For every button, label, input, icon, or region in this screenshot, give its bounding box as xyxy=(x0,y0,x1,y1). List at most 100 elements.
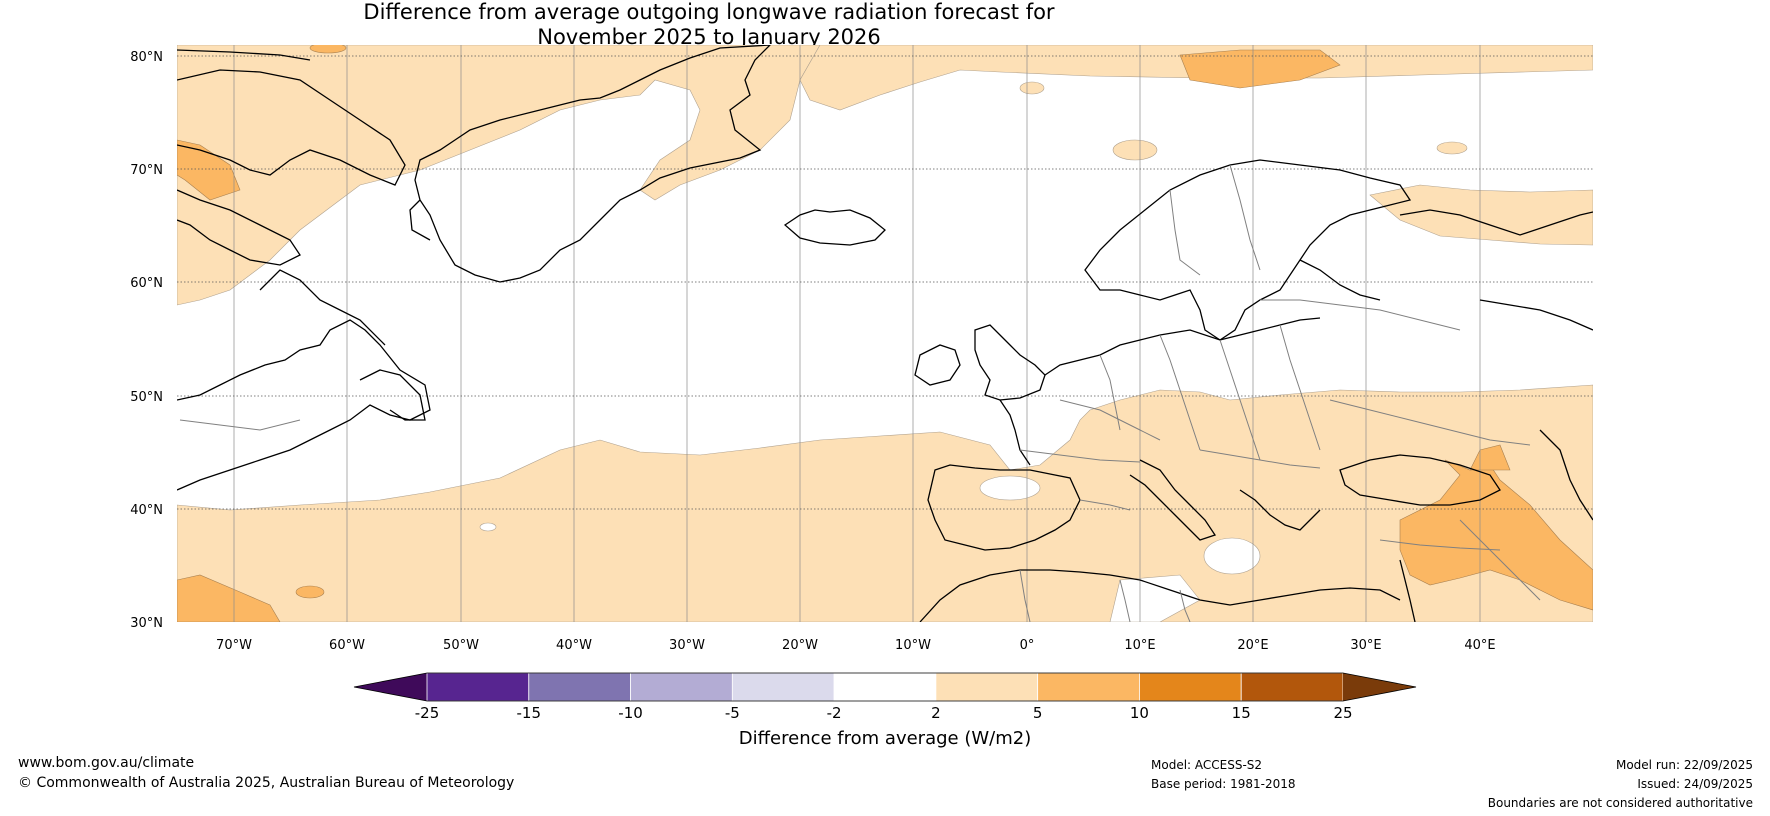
parallels xyxy=(177,55,1593,510)
colorbar: -25 -15 -10 -5 -2 2 5 10 15 25 xyxy=(353,672,1417,722)
coast-labrador xyxy=(177,319,431,491)
anomaly-hole-sahara xyxy=(1203,537,1261,575)
colorbar-tick-label: -5 xyxy=(725,704,740,722)
copyright-text: © Commonwealth of Australia 2025, Austra… xyxy=(18,775,515,791)
coast-arctic-russia xyxy=(1399,209,1593,236)
anomaly-patch-greenland-north xyxy=(309,45,347,54)
anomaly-shading xyxy=(177,45,1593,622)
anomaly-hole-north-africa xyxy=(1109,574,1201,622)
coast-ireland xyxy=(914,344,961,386)
lon-tick-label: 30°E xyxy=(1350,638,1381,653)
colorbar-segments xyxy=(353,672,1417,702)
colorbar-label: Difference from average (W/m2) xyxy=(738,728,1032,749)
lat-tick-label: 80°N xyxy=(130,50,163,65)
coast-hudson xyxy=(259,269,386,346)
colorbar-extend-low xyxy=(354,673,427,701)
lon-tick-label: 40°W xyxy=(556,638,592,653)
lon-tick-label: 0° xyxy=(1020,638,1035,653)
issued-text: Issued: 24/09/2025 xyxy=(1637,777,1753,791)
colorbar-segment xyxy=(1240,672,1344,702)
coast-france xyxy=(999,399,1031,466)
latitude-labels: 80°N 70°N 60°N 50°N 40°N 30°N xyxy=(130,50,163,631)
colorbar-segment xyxy=(528,672,631,702)
colorbar-segment xyxy=(630,672,733,702)
colorbar-tick-label: -15 xyxy=(517,704,542,722)
colorbar-tick-label: -10 xyxy=(618,704,643,722)
colorbar-segment xyxy=(935,672,1039,702)
anomaly-region-greenland xyxy=(177,45,821,306)
disclaimer-text: Boundaries are not considered authoritat… xyxy=(1487,796,1753,810)
lat-tick-label: 30°N xyxy=(130,616,163,631)
colorbar-tick-label: 25 xyxy=(1333,704,1352,722)
colorbar-tick-label: 5 xyxy=(1033,704,1043,722)
coast-iberia xyxy=(927,464,1081,551)
website-text: www.bom.gov.au/climate xyxy=(18,755,195,771)
coast-finland-gulf xyxy=(1299,259,1381,301)
base-period-text: Base period: 1981-2018 xyxy=(1151,777,1296,791)
coast-newfoundland xyxy=(359,369,426,421)
lon-tick-label: 10°W xyxy=(895,638,931,653)
coast-ellesmere xyxy=(177,49,311,61)
coast-russia-east xyxy=(1479,299,1593,331)
lon-tick-label: 60°W xyxy=(329,638,365,653)
lon-tick-label: 50°W xyxy=(443,638,479,653)
lat-tick-label: 60°N xyxy=(130,276,163,291)
colorbar-tick-label: 15 xyxy=(1232,704,1251,722)
lon-tick-label: 70°W xyxy=(216,638,252,653)
national-borders xyxy=(179,164,1541,622)
coast-greenland-east xyxy=(409,199,431,241)
lat-tick-label: 70°N xyxy=(130,163,163,178)
anomaly-patch-labrador xyxy=(295,585,325,599)
coast-greece xyxy=(1239,489,1321,531)
map-title: Difference from average outgoing longwav… xyxy=(0,0,1418,50)
graticule xyxy=(177,45,1593,622)
coastlines xyxy=(177,45,1593,622)
colorbar-tick-label: 2 xyxy=(931,704,941,722)
coast-north-africa xyxy=(919,569,1401,622)
colorbar-segment xyxy=(426,672,530,702)
lat-tick-label: 50°N xyxy=(130,390,163,405)
colorbar-outline xyxy=(353,672,1417,702)
meridians xyxy=(233,45,1481,622)
colorbar-segment xyxy=(731,672,835,702)
colorbar-tick-label: -2 xyxy=(827,704,842,722)
coast-caspian xyxy=(1539,429,1593,521)
anomaly-patch-barents xyxy=(1112,139,1158,161)
coast-iceland xyxy=(783,209,886,246)
coast-norway xyxy=(1084,159,1412,341)
coast-baffin xyxy=(177,69,406,186)
lon-tick-label: 30°W xyxy=(669,638,705,653)
colorbar-tick-labels: -25 -15 -10 -5 -2 2 5 10 15 25 xyxy=(415,704,1353,722)
model-text: Model: ACCESS-S2 xyxy=(1151,758,1263,772)
coast-levant xyxy=(1399,559,1416,622)
title-line-1: Difference from average outgoing longwav… xyxy=(363,0,1055,24)
lon-tick-label: 20°E xyxy=(1237,638,1268,653)
anomaly-region-baffin xyxy=(177,139,241,201)
lat-tick-label: 40°N xyxy=(130,503,163,518)
coast-greenland xyxy=(414,45,771,283)
anomaly-region-sahara-west xyxy=(177,574,281,622)
colorbar-tick-label: 10 xyxy=(1130,704,1149,722)
anomaly-patch-norwegian-sea xyxy=(1436,141,1468,155)
longitude-labels: 70°W 60°W 50°W 40°W 30°W 20°W 10°W 0° 10… xyxy=(216,638,1496,653)
colorbar-extend-high xyxy=(1343,673,1416,701)
coast-europe-north xyxy=(1044,317,1321,376)
anomaly-region-anatolia xyxy=(1399,459,1593,611)
coast-black-sea xyxy=(1339,454,1501,506)
colorbar-segment xyxy=(833,672,937,702)
anomaly-patch-svalbard-east xyxy=(1019,81,1045,95)
colorbar-segment xyxy=(1139,672,1242,702)
coast-italy xyxy=(1129,459,1217,541)
lon-tick-label: 10°E xyxy=(1124,638,1155,653)
anomaly-region-russia-north xyxy=(1369,184,1593,246)
colorbar-tick-label: -25 xyxy=(415,704,440,722)
coast-baffin-south xyxy=(177,189,301,266)
model-run-text: Model run: 22/09/2025 xyxy=(1615,758,1753,772)
lon-tick-label: 40°E xyxy=(1464,638,1495,653)
coast-great-britain xyxy=(974,324,1046,401)
anomaly-hole-iberia xyxy=(979,475,1041,501)
lon-tick-label: 20°W xyxy=(782,638,818,653)
anomaly-hole-atlantic-south xyxy=(479,522,497,532)
colorbar-segment xyxy=(1037,672,1140,702)
